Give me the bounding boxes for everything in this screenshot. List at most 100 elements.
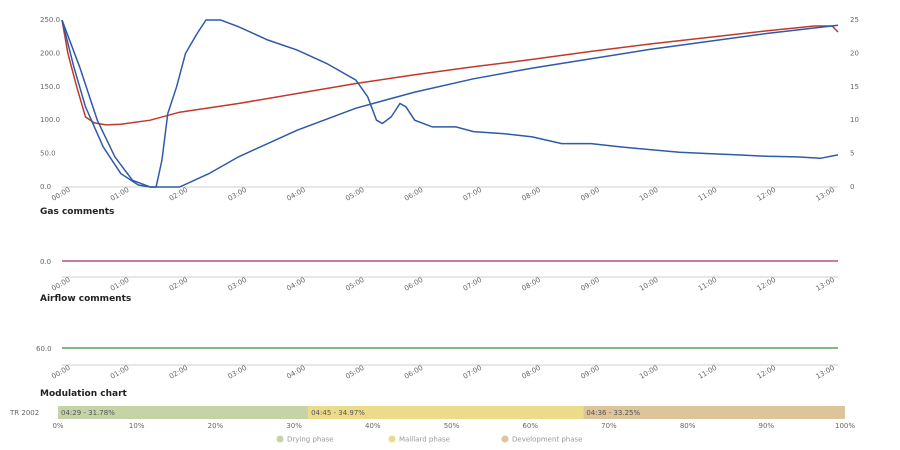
x-tick-label: 07:00 bbox=[462, 186, 483, 203]
airflow-comments-title: Airflow comments bbox=[40, 294, 131, 304]
modulation-chart-title: Modulation chart bbox=[40, 389, 128, 399]
phase-bar bbox=[308, 406, 584, 419]
x-tick-label: 03:00 bbox=[227, 186, 248, 203]
roast-temperature-chart: 0.0 50.0 100.0 150.0 200.0 250.0 0 5 10 15 20 25 0… bbox=[40, 16, 859, 203]
x-tick-label: 03:00 bbox=[227, 276, 248, 293]
x-tick-label: 02:00 bbox=[168, 186, 189, 203]
x-tick-label: 04:00 bbox=[285, 276, 306, 293]
legend-label: Drying phase bbox=[287, 436, 334, 444]
left-y-tick-label: 0.0 bbox=[40, 183, 51, 191]
right-y-tick-label: 5 bbox=[850, 150, 854, 158]
phase-bar-label: 04:36 - 33.25% bbox=[586, 409, 640, 417]
left-y-tick-label: 150.0 bbox=[40, 83, 60, 91]
airflow-value-label: 60.0 bbox=[36, 345, 52, 353]
legend-label: Development phase bbox=[512, 436, 582, 444]
series-line bbox=[61, 19, 839, 188]
airflow-x-tick-labels: 00:00 01:00 02:00 03:00 04:00 05:00 06:00 07:00… bbox=[50, 364, 836, 381]
percent-tick-label: 10% bbox=[129, 422, 145, 430]
left-y-tick-label: 250.0 bbox=[40, 16, 60, 24]
x-tick-label: 00:00 bbox=[50, 186, 71, 203]
x-tick-label: 02:00 bbox=[168, 364, 189, 381]
x-tick-label: 09:00 bbox=[579, 186, 600, 203]
x-tick-label: 04:00 bbox=[285, 364, 306, 381]
legend-swatch bbox=[388, 435, 396, 443]
x-tick-label: 08:00 bbox=[521, 186, 542, 203]
right-y-tick-labels: 0 5 10 15 20 25 bbox=[850, 16, 859, 191]
phase-bar bbox=[583, 406, 845, 419]
x-tick-label: 06:00 bbox=[403, 364, 424, 381]
left-y-tick-label: 100.0 bbox=[40, 116, 60, 124]
right-y-tick-label: 20 bbox=[850, 49, 859, 57]
series-line bbox=[61, 19, 839, 188]
x-tick-label: 05:00 bbox=[344, 364, 365, 381]
legend-swatch bbox=[501, 435, 509, 443]
gas-x-tick-labels: 00:00 01:00 02:00 03:00 04:00 05:00 06:00 07:00… bbox=[50, 276, 836, 293]
percent-tick-label: 50% bbox=[444, 422, 460, 430]
x-tick-label: 10:00 bbox=[638, 276, 659, 293]
x-tick-label: 07:00 bbox=[462, 276, 483, 293]
x-tick-label: 12:00 bbox=[756, 276, 777, 293]
phase-bars: 04:29 - 31.78% 04:45 - 34.97% 04:36 - 33.2… bbox=[58, 406, 845, 419]
percent-tick-label: 30% bbox=[286, 422, 302, 430]
x-tick-label: 00:00 bbox=[50, 276, 71, 293]
phase-bar-label: 04:45 - 34.97% bbox=[311, 409, 365, 417]
x-tick-label: 04:00 bbox=[285, 186, 306, 203]
x-tick-label: 12:00 bbox=[756, 364, 777, 381]
gas-comments-chart: Gas comments 0.0 00:00 01:00 02:00 03:00 04:… bbox=[40, 207, 838, 293]
x-tick-labels: 00:00 01:00 02:00 03:00 04:00 05:00 06:00 07:00… bbox=[50, 186, 836, 203]
left-y-tick-label: 200.0 bbox=[40, 49, 60, 57]
phase-bar-label: 04:29 - 31.78% bbox=[61, 409, 115, 417]
percent-tick-label: 0% bbox=[52, 422, 63, 430]
phase-legend: Drying phase Maillard phase Development ph… bbox=[276, 435, 582, 444]
percent-tick-label: 40% bbox=[365, 422, 381, 430]
phase-bar bbox=[58, 406, 309, 419]
x-tick-label: 12:00 bbox=[756, 186, 777, 203]
x-tick-label: 13:00 bbox=[815, 364, 836, 381]
percent-tick-label: 100% bbox=[835, 422, 855, 430]
x-tick-label: 08:00 bbox=[521, 276, 542, 293]
series-line bbox=[61, 19, 839, 126]
x-tick-label: 09:00 bbox=[579, 276, 600, 293]
percent-tick-label: 80% bbox=[680, 422, 696, 430]
x-tick-label: 11:00 bbox=[697, 276, 718, 293]
x-tick-label: 03:00 bbox=[227, 364, 248, 381]
series-lines bbox=[61, 19, 839, 188]
legend-swatch bbox=[276, 435, 284, 443]
x-tick-label: 02:00 bbox=[168, 276, 189, 293]
x-tick-label: 07:00 bbox=[462, 364, 483, 381]
x-tick-label: 00:00 bbox=[50, 364, 71, 381]
right-y-tick-label: 0 bbox=[850, 183, 854, 191]
x-tick-label: 01:00 bbox=[109, 186, 130, 203]
right-y-tick-label: 15 bbox=[850, 83, 859, 91]
x-tick-label: 06:00 bbox=[403, 186, 424, 203]
x-tick-label: 01:00 bbox=[109, 276, 130, 293]
airflow-comments-chart: Airflow comments 60.0 00:00 01:00 02:00 03:… bbox=[36, 294, 838, 381]
legend-label: Maillard phase bbox=[399, 436, 450, 444]
percent-tick-label: 70% bbox=[601, 422, 617, 430]
x-tick-label: 01:00 bbox=[109, 364, 130, 381]
right-y-tick-label: 10 bbox=[850, 116, 859, 124]
gas-value-label: 0.0 bbox=[40, 258, 51, 266]
x-tick-label: 13:00 bbox=[815, 276, 836, 293]
x-tick-label: 10:00 bbox=[638, 364, 659, 381]
left-y-tick-labels: 0.0 50.0 100.0 150.0 200.0 250.0 bbox=[40, 16, 60, 191]
x-tick-label: 06:00 bbox=[403, 276, 424, 293]
x-tick-label: 08:00 bbox=[521, 364, 542, 381]
x-tick-label: 11:00 bbox=[697, 364, 718, 381]
right-y-tick-label: 25 bbox=[850, 16, 859, 24]
x-tick-label: 05:00 bbox=[344, 276, 365, 293]
gas-comments-title: Gas comments bbox=[40, 207, 114, 217]
percent-tick-label: 90% bbox=[759, 422, 775, 430]
x-tick-label: 11:00 bbox=[697, 186, 718, 203]
x-tick-label: 13:00 bbox=[815, 186, 836, 203]
percent-tick-labels: 0% 10% 20% 30% 40% 50% 60% 70% 80% 90% 100% bbox=[52, 422, 855, 430]
x-tick-label: 09:00 bbox=[579, 364, 600, 381]
modulation-row-label: TR 2002 bbox=[9, 409, 39, 417]
x-tick-label: 10:00 bbox=[638, 186, 659, 203]
left-y-tick-label: 50.0 bbox=[40, 150, 56, 158]
percent-tick-label: 20% bbox=[208, 422, 224, 430]
x-tick-label: 05:00 bbox=[344, 186, 365, 203]
percent-tick-label: 60% bbox=[522, 422, 538, 430]
modulation-chart: Modulation chart TR 2002 04:29 - 31.78% 0… bbox=[9, 389, 855, 444]
